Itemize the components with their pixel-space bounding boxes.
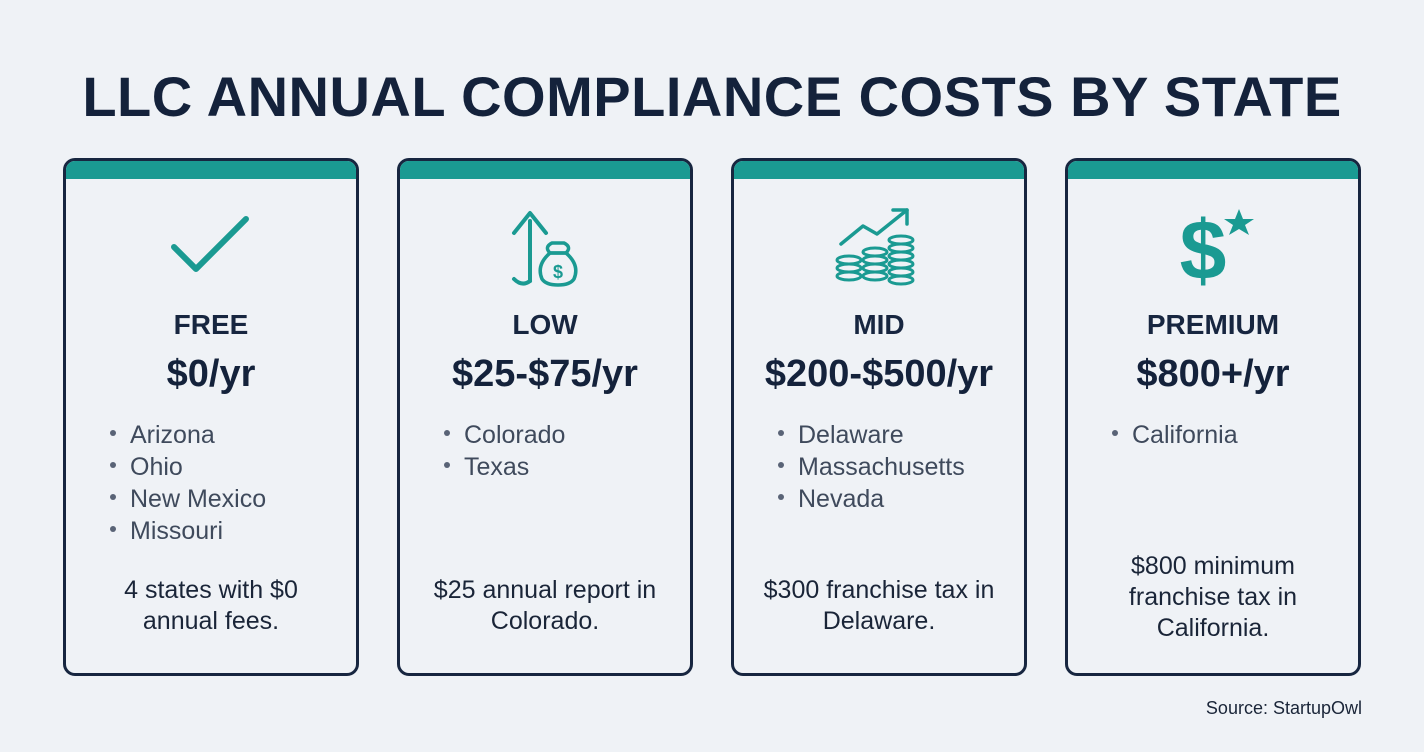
list-item: Texas (444, 451, 565, 483)
money-bag-arrow-up-icon: $ (400, 201, 690, 291)
card-premium: $ PREMIUM $800+/yr California $800 minim… (1065, 158, 1361, 676)
dollar-star-icon: $ (1068, 201, 1358, 291)
list-item: Massachusetts (778, 451, 965, 483)
card-accent-bar (400, 161, 690, 179)
card-accent-bar (734, 161, 1024, 179)
state-list: Colorado Texas (444, 419, 565, 483)
list-item: New Mexico (110, 483, 266, 515)
svg-text:$: $ (1180, 203, 1227, 289)
list-item: California (1112, 419, 1238, 451)
card-note: $25 annual report in Colorado. (433, 576, 657, 635)
state-list: California (1112, 419, 1238, 451)
list-item: Nevada (778, 483, 965, 515)
list-item: Arizona (110, 419, 266, 451)
svg-text:$: $ (553, 262, 563, 282)
card-mid: MID $200-$500/yr Delaware Massachusetts … (731, 158, 1027, 676)
list-item: Missouri (110, 515, 266, 547)
tier-label: PREMIUM (1146, 309, 1280, 340)
source-label: Source: StartupOwl (1205, 698, 1362, 718)
card-note: $300 franchise tax in Delaware. (763, 576, 995, 635)
list-item: Colorado (444, 419, 565, 451)
card-accent-bar (1068, 161, 1358, 179)
checkmark-icon (66, 201, 356, 291)
page-title: LLC ANNUAL COMPLIANCE COSTS BY STATE (82, 65, 1342, 128)
card-free: FREE $0/yr Arizona Ohio New Mexico Misso… (63, 158, 359, 676)
card-note: 4 states with $0 annual fees. (124, 576, 298, 635)
coin-stack-trend-icon (734, 201, 1024, 291)
card-low: $ LOW $25-$75/yr Colorado Texas $25 annu… (397, 158, 693, 676)
price-label: $0/yr (166, 353, 256, 395)
list-item: Ohio (110, 451, 266, 483)
price-label: $800+/yr (1136, 353, 1290, 395)
tier-label: LOW (512, 309, 578, 340)
state-list: Arizona Ohio New Mexico Missouri (110, 419, 266, 547)
state-list: Delaware Massachusetts Nevada (778, 419, 965, 515)
price-label: $25-$75/yr (452, 353, 638, 395)
price-label: $200-$500/yr (764, 353, 994, 395)
tier-label: MID (853, 309, 905, 340)
list-item: Delaware (778, 419, 965, 451)
card-note: $800 minimum franchise tax in California… (1128, 552, 1298, 642)
tier-label: FREE (173, 309, 249, 340)
card-accent-bar (66, 161, 356, 179)
